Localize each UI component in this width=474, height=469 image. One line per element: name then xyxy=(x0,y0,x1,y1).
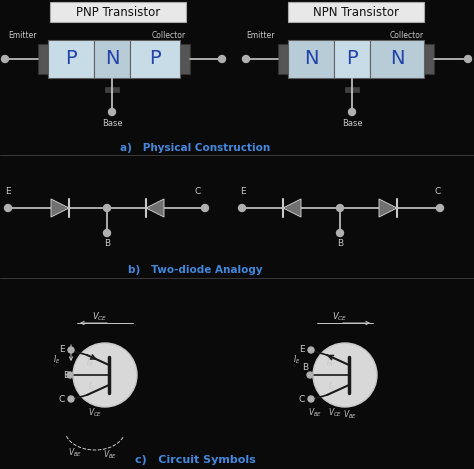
Text: Collector: Collector xyxy=(390,30,424,39)
Polygon shape xyxy=(51,199,69,217)
Circle shape xyxy=(4,204,11,212)
Text: $I_C$: $I_C$ xyxy=(88,381,96,393)
Text: $V_{CE}$: $V_{CE}$ xyxy=(332,311,348,323)
Bar xyxy=(288,2,424,22)
Circle shape xyxy=(73,343,137,407)
Text: $V_{BE}$: $V_{BE}$ xyxy=(68,447,82,459)
Circle shape xyxy=(308,396,314,402)
Circle shape xyxy=(109,108,116,115)
Text: $I_B$: $I_B$ xyxy=(326,357,334,369)
Text: B: B xyxy=(337,239,343,248)
Text: N: N xyxy=(304,50,318,68)
Text: N: N xyxy=(390,50,404,68)
Text: $I_E$: $I_E$ xyxy=(293,354,301,366)
Text: C: C xyxy=(59,394,65,403)
Text: N: N xyxy=(105,50,119,68)
Text: Emitter: Emitter xyxy=(246,30,274,39)
Polygon shape xyxy=(146,199,164,217)
Circle shape xyxy=(348,108,356,115)
Circle shape xyxy=(103,204,110,212)
Text: $V_{CE}$: $V_{CE}$ xyxy=(328,407,342,419)
Circle shape xyxy=(465,55,472,62)
Text: C: C xyxy=(299,394,305,403)
Bar xyxy=(288,40,334,78)
Text: $I_E$: $I_E$ xyxy=(54,354,61,366)
Circle shape xyxy=(68,347,74,353)
Text: Emitter: Emitter xyxy=(8,30,36,39)
Bar xyxy=(278,44,288,74)
Circle shape xyxy=(337,204,344,212)
Text: Collector: Collector xyxy=(152,30,186,39)
Circle shape xyxy=(103,229,110,236)
Text: B: B xyxy=(104,239,110,248)
Circle shape xyxy=(313,343,377,407)
Text: PNP Transistor: PNP Transistor xyxy=(76,6,160,18)
Bar xyxy=(130,40,180,78)
Text: B: B xyxy=(302,363,308,371)
Text: b)   Two-diode Analogy: b) Two-diode Analogy xyxy=(128,265,262,275)
Text: $V_{CE}$: $V_{CE}$ xyxy=(92,311,108,323)
Text: c)   Circuit Symbols: c) Circuit Symbols xyxy=(135,455,255,465)
Circle shape xyxy=(201,204,209,212)
Circle shape xyxy=(243,55,249,62)
Circle shape xyxy=(437,204,444,212)
Text: $V_{BE}$: $V_{BE}$ xyxy=(308,407,322,419)
Text: C: C xyxy=(195,188,201,197)
Bar xyxy=(180,44,190,74)
Text: E: E xyxy=(300,346,305,355)
Bar xyxy=(424,44,434,74)
Text: P: P xyxy=(65,50,77,68)
Text: P: P xyxy=(149,50,161,68)
Text: a)   Physical Construction: a) Physical Construction xyxy=(120,143,270,153)
Polygon shape xyxy=(379,199,397,217)
Circle shape xyxy=(337,229,344,236)
Bar xyxy=(370,40,424,78)
Circle shape xyxy=(238,204,246,212)
Text: $V_{CE}$: $V_{CE}$ xyxy=(88,407,102,419)
Text: B: B xyxy=(63,371,69,379)
Polygon shape xyxy=(283,199,301,217)
Bar xyxy=(105,87,119,92)
Circle shape xyxy=(68,396,74,402)
Circle shape xyxy=(67,372,73,378)
Bar xyxy=(94,40,130,78)
Text: NPN Transistor: NPN Transistor xyxy=(313,6,399,18)
Text: C: C xyxy=(435,188,441,197)
Text: Base: Base xyxy=(342,120,362,129)
Circle shape xyxy=(1,55,9,62)
Text: E: E xyxy=(240,188,246,197)
Bar xyxy=(48,40,94,78)
Text: $I_B$: $I_B$ xyxy=(86,357,94,369)
Text: P: P xyxy=(346,50,358,68)
Circle shape xyxy=(308,347,314,353)
Text: $V_{BE}$: $V_{BE}$ xyxy=(343,409,357,421)
Bar xyxy=(50,2,186,22)
Text: Base: Base xyxy=(102,120,122,129)
Text: E: E xyxy=(5,188,10,197)
Circle shape xyxy=(219,55,226,62)
Bar xyxy=(38,44,48,74)
Bar xyxy=(345,87,359,92)
Bar xyxy=(334,40,370,78)
Text: $I_C$: $I_C$ xyxy=(328,381,336,393)
Text: E: E xyxy=(59,346,65,355)
Text: $V_{BE}$: $V_{BE}$ xyxy=(103,449,117,461)
Circle shape xyxy=(307,372,313,378)
